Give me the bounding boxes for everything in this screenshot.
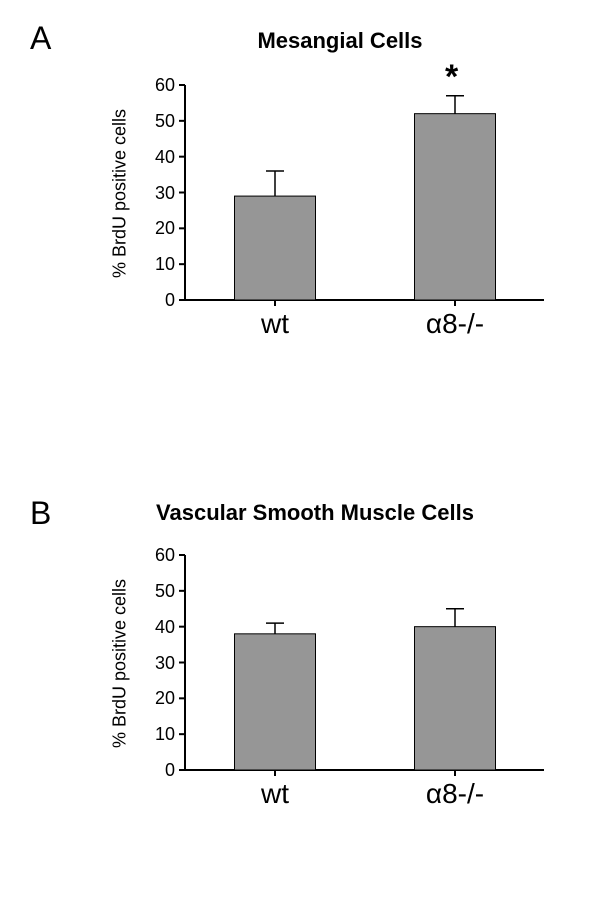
chart-svg [130, 545, 550, 800]
panel-b-title: Vascular Smooth Muscle Cells [105, 500, 525, 526]
y-tick-label: 40 [130, 147, 175, 168]
panel-a-title: Mesangial Cells [130, 28, 550, 54]
bar [235, 634, 316, 770]
panel-b-chart: 0102030405060wtα8-/-% BrdU positive cell… [130, 545, 550, 845]
y-tick-label: 30 [130, 183, 175, 204]
y-tick-label: 30 [130, 653, 175, 674]
y-tick-label: 10 [130, 254, 175, 275]
y-tick-label: 60 [130, 545, 175, 566]
y-tick-label: 0 [130, 760, 175, 781]
y-tick-label: 0 [130, 290, 175, 311]
x-category-label: α8-/- [385, 308, 525, 340]
bar [415, 627, 496, 770]
bar [415, 114, 496, 300]
x-category-label: wt [205, 308, 345, 340]
chart-svg [130, 75, 550, 330]
x-category-label: α8-/- [385, 778, 525, 810]
significance-marker: * [445, 58, 458, 97]
y-tick-label: 20 [130, 688, 175, 709]
y-axis-label: % BrdU positive cells [110, 93, 131, 293]
x-category-label: wt [205, 778, 345, 810]
panel-a-chart: 0102030405060wtα8-/-% BrdU positive cell… [130, 75, 550, 375]
y-tick-label: 20 [130, 218, 175, 239]
bar [235, 196, 316, 300]
y-tick-label: 50 [130, 581, 175, 602]
y-tick-label: 10 [130, 724, 175, 745]
y-tick-label: 40 [130, 617, 175, 638]
y-tick-label: 50 [130, 111, 175, 132]
y-axis-label: % BrdU positive cells [110, 563, 131, 763]
panel-b-label: B [30, 495, 51, 532]
panel-a-label: A [30, 20, 51, 57]
y-tick-label: 60 [130, 75, 175, 96]
